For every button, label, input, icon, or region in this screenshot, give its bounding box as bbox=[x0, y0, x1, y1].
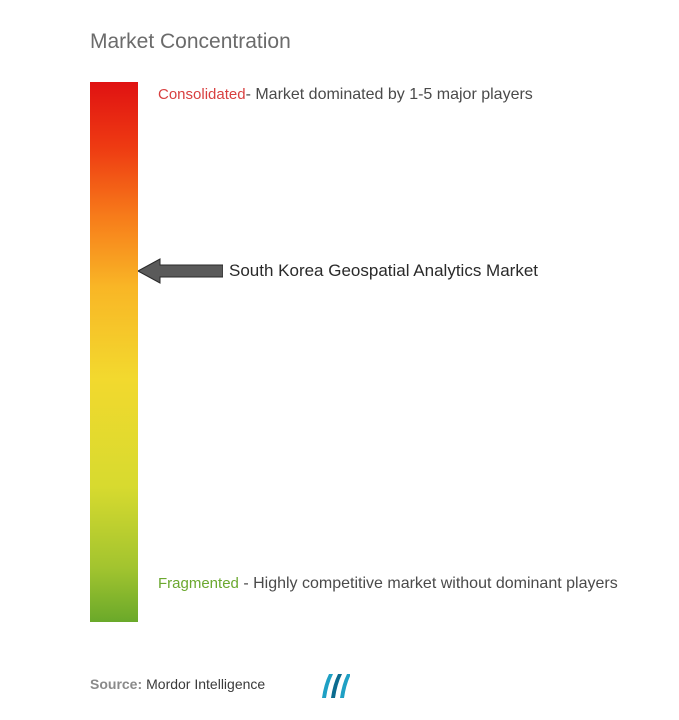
arrow-left-icon bbox=[138, 256, 223, 286]
mordor-logo-icon bbox=[320, 674, 350, 698]
chart-area: Consolidated- Market dominated by 1-5 ma… bbox=[90, 82, 639, 622]
consolidated-keyword: Consolidated bbox=[158, 86, 246, 103]
source-label: Source: bbox=[90, 676, 142, 692]
fragmented-description: - Highly competitive market without domi… bbox=[239, 575, 618, 592]
marker-label: South Korea Geospatial Analytics Market bbox=[229, 261, 538, 281]
concentration-gradient-bar bbox=[90, 82, 138, 622]
infographic-container: Market Concentration Consolidated- Marke… bbox=[0, 0, 679, 720]
source-attribution: Source: Mordor Intelligence bbox=[90, 676, 265, 692]
page-title: Market Concentration bbox=[90, 30, 639, 54]
market-position-marker: South Korea Geospatial Analytics Market bbox=[138, 256, 538, 286]
fragmented-annotation: Fragmented - Highly competitive market w… bbox=[158, 571, 619, 597]
consolidated-annotation: Consolidated- Market dominated by 1-5 ma… bbox=[158, 82, 619, 108]
consolidated-description: - Market dominated by 1-5 major players bbox=[246, 86, 533, 103]
source-value: Mordor Intelligence bbox=[146, 676, 265, 692]
fragmented-keyword: Fragmented bbox=[158, 575, 239, 592]
